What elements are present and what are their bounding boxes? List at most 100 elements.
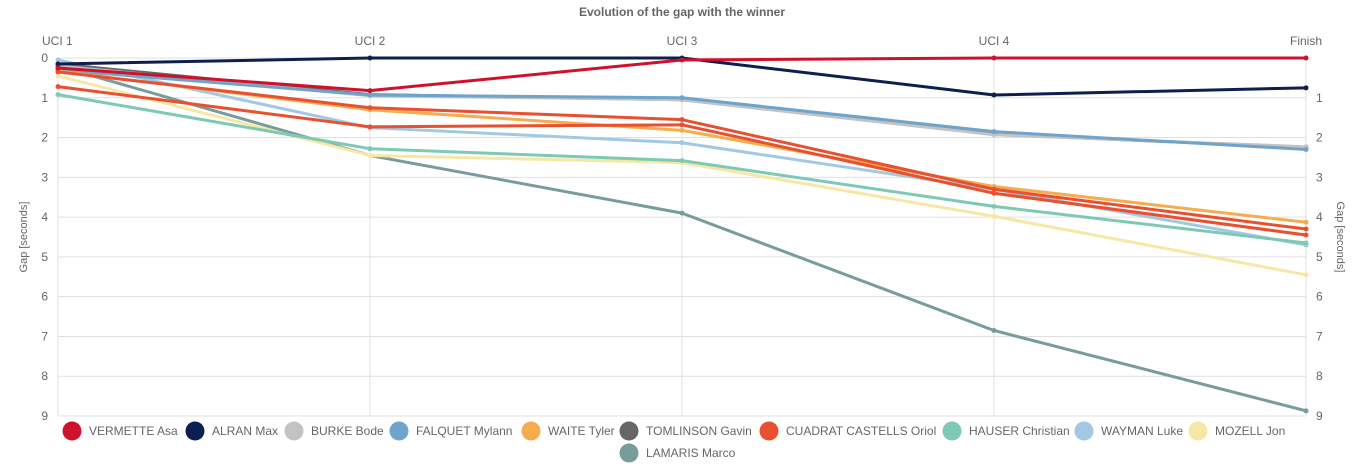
y-tick-label-right: 5 [1316, 250, 1323, 264]
data-point-wayman-luke [679, 140, 685, 146]
data-point-cuadrat-castells-oriol [679, 117, 685, 123]
data-point-vermette-asa [1303, 55, 1309, 61]
chart-title: Evolution of the gap with the winner [579, 5, 785, 19]
data-point-unlabeled-1 [991, 190, 997, 196]
y-tick-label-left: 3 [41, 170, 48, 184]
legend-item-falquet-mylann[interactable]: FALQUET Mylann [389, 421, 513, 441]
y-tick-label-left: 6 [41, 290, 48, 304]
data-point-alran-max [55, 61, 61, 67]
y-tick-label-left: 2 [41, 131, 48, 145]
legend-item-mozell-jon[interactable]: MOZELL Jon [1188, 421, 1286, 441]
legend-label: WAITE Tyler [548, 424, 615, 438]
legend-marker [619, 443, 639, 463]
legend-marker [1188, 421, 1208, 441]
x-tick-label: UCI 3 [667, 34, 698, 48]
y-tick-label-right: 7 [1316, 329, 1323, 343]
y-tick-label-right: 8 [1316, 369, 1323, 383]
x-tick-label: UCI 4 [979, 34, 1010, 48]
y-tick-label-left: 8 [41, 369, 48, 383]
legend-label: BURKE Bode [311, 424, 384, 438]
legend-item-hauser-christian[interactable]: HAUSER Christian [942, 421, 1070, 441]
y-tick-label-left: 0 [41, 51, 48, 65]
legend-label: HAUSER Christian [969, 424, 1070, 438]
data-point-waite-tyler [1303, 219, 1309, 225]
data-point-alran-max [367, 55, 373, 61]
data-point-vermette-asa [55, 65, 61, 71]
legend-label: FALQUET Mylann [416, 424, 512, 438]
series-cuadrat-castells-oriol [55, 69, 1309, 232]
data-point-hauser-christian [679, 158, 685, 164]
data-point-hauser-christian [991, 203, 997, 209]
y-tick-label-right: 9 [1316, 409, 1323, 423]
legend-label: MOZELL Jon [1215, 424, 1285, 438]
data-point-cuadrat-castells-oriol [1303, 226, 1309, 232]
data-point-mozell-jon [1303, 272, 1309, 278]
series-unlabeled-1 [55, 84, 1309, 238]
legend-marker [521, 421, 541, 441]
legend-marker [759, 421, 779, 441]
legend-item-tomlinson-gavin[interactable]: TOMLINSON Gavin [619, 421, 752, 441]
legend-label: WAYMAN Luke [1101, 424, 1183, 438]
data-point-alran-max [991, 92, 997, 98]
y-tick-label-right: 3 [1316, 170, 1323, 184]
data-point-falquet-mylann [367, 92, 373, 98]
legend-label: VERMETTE Asa [89, 424, 178, 438]
legend-item-wayman-luke[interactable]: WAYMAN Luke [1074, 421, 1184, 441]
y-tick-label-left: 4 [41, 210, 48, 224]
series-lines [55, 55, 1309, 414]
data-point-falquet-mylann [991, 129, 997, 135]
legend-marker [62, 421, 82, 441]
legend-marker [389, 421, 409, 441]
legend-item-waite-tyler[interactable]: WAITE Tyler [521, 421, 615, 441]
series-hauser-christian [55, 92, 1309, 246]
legend-item-vermette-asa[interactable]: VERMETTE Asa [62, 421, 179, 441]
data-point-cuadrat-castells-oriol [991, 186, 997, 192]
data-point-lamaris-marco [991, 327, 997, 333]
data-point-mozell-jon [55, 73, 61, 79]
legend-label: CUADRAT CASTELLS Oriol [786, 424, 936, 438]
x-tick-label: Finish [1290, 34, 1322, 48]
x-tick-label: UCI 1 [42, 34, 73, 48]
y-tick-label-right: 2 [1316, 131, 1323, 145]
data-point-mozell-jon [991, 213, 997, 219]
legend-item-burke-bode[interactable]: BURKE Bode [284, 421, 385, 441]
data-point-hauser-christian [1303, 240, 1309, 246]
legend: VERMETTE Asa ALRAN Max BURKE Bode FALQUET M… [62, 421, 1286, 463]
legend-marker [284, 421, 304, 441]
legend-marker [619, 421, 639, 441]
data-point-mozell-jon [367, 152, 373, 158]
data-point-unlabeled-1 [679, 122, 685, 128]
legend-item-lamaris-marco[interactable]: LAMARIS Marco [619, 443, 736, 463]
x-axis-ticks: UCI 1 UCI 2 UCI 3 UCI 4 Finish [42, 34, 1322, 48]
series-vermette-asa [55, 55, 1309, 94]
y-axis-right-ticks: 1 2 3 4 5 6 7 8 9 [1316, 91, 1323, 423]
data-point-wayman-luke [55, 57, 61, 63]
y-tick-label-right: 6 [1316, 290, 1323, 304]
y-tick-label-left: 5 [41, 250, 48, 264]
data-point-unlabeled-1 [367, 124, 373, 130]
legend-item-alran-max[interactable]: ALRAN Max [185, 421, 279, 441]
data-point-cuadrat-castells-oriol [55, 69, 61, 75]
data-point-vermette-asa [679, 57, 685, 63]
data-point-cuadrat-castells-oriol [367, 105, 373, 111]
data-point-unlabeled-1 [55, 84, 61, 90]
x-tick-label: UCI 2 [355, 34, 386, 48]
data-point-hauser-christian [367, 146, 373, 152]
legend-item-cuadrat-castells-oriol[interactable]: CUADRAT CASTELLS Oriol [759, 421, 937, 441]
data-point-unlabeled-1 [1303, 232, 1309, 238]
legend-marker [1074, 421, 1094, 441]
y-tick-label-left: 1 [41, 91, 48, 105]
data-point-vermette-asa [367, 88, 373, 94]
data-point-lamaris-marco [1303, 408, 1309, 414]
data-point-vermette-asa [991, 55, 997, 61]
legend-marker [942, 421, 962, 441]
data-point-lamaris-marco [679, 210, 685, 216]
y-tick-label-right: 4 [1316, 210, 1323, 224]
data-point-alran-max [1303, 85, 1309, 91]
legend-label: LAMARIS Marco [646, 446, 736, 460]
y-tick-label-left: 9 [41, 409, 48, 423]
data-point-falquet-mylann [1303, 146, 1309, 152]
legend-marker [185, 421, 205, 441]
y-axis-right-title: Gap [seconds] [1334, 202, 1346, 273]
